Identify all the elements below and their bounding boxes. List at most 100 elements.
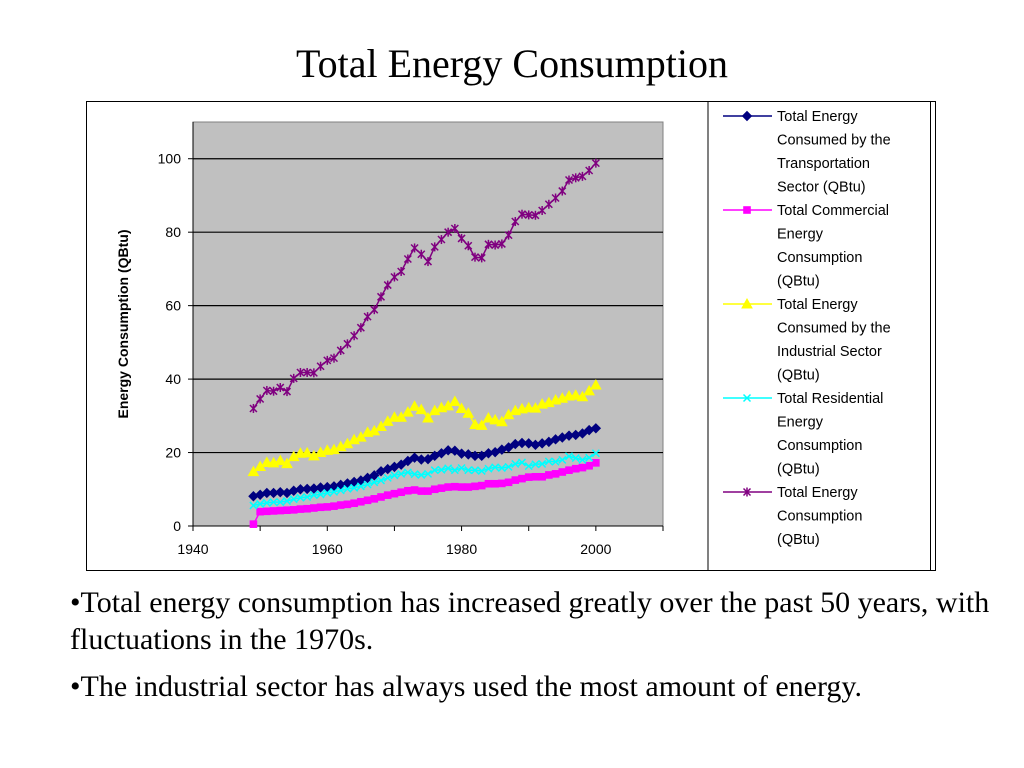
data-point	[517, 458, 527, 467]
slide-title: Total Energy Consumption	[296, 41, 728, 86]
bullet-item: •Total energy consumption has increased …	[70, 586, 990, 656]
y-tick-label: 20	[165, 445, 181, 461]
data-point-stroke	[551, 457, 560, 466]
data-point	[282, 496, 292, 506]
data-point	[370, 305, 379, 315]
data-point	[249, 501, 258, 510]
data-point	[538, 472, 546, 481]
legend-label: Total Energy Consumption (QBtu)	[777, 485, 862, 548]
data-point	[282, 387, 292, 397]
data-point	[741, 110, 753, 122]
data-point	[591, 158, 600, 168]
data-point	[309, 491, 318, 500]
data-point	[592, 459, 600, 467]
data-point-stroke	[282, 496, 292, 506]
data-point	[544, 199, 553, 209]
data-point-stroke	[316, 490, 325, 499]
data-point	[469, 450, 481, 462]
chart: 0 20 40 60 80 100 1940 1960 1980 2000 Total Energ…	[86, 101, 936, 571]
data-point	[437, 465, 446, 474]
data-point	[404, 486, 412, 495]
data-point	[383, 491, 392, 499]
data-point	[585, 461, 593, 470]
data-point	[571, 464, 580, 473]
series-line	[253, 452, 597, 507]
data-point-stroke	[397, 469, 406, 478]
data-point	[491, 240, 500, 250]
data-point-stroke	[356, 482, 365, 491]
data-point	[370, 495, 379, 503]
data-point	[585, 453, 594, 462]
legend-entry-1: Total Energy Consumed by the Transportatio…	[723, 109, 891, 196]
data-point	[576, 390, 589, 402]
data-point-stroke	[564, 452, 574, 461]
data-point	[289, 506, 298, 514]
data-point	[498, 479, 506, 488]
data-point	[469, 418, 481, 430]
data-point	[276, 506, 285, 515]
data-point	[743, 206, 751, 214]
data-point	[417, 249, 426, 259]
data-point	[430, 466, 439, 475]
data-point	[571, 173, 580, 183]
data-point	[376, 292, 386, 302]
data-point	[504, 230, 513, 240]
data-point	[363, 480, 372, 489]
data-point	[442, 445, 454, 456]
data-point	[545, 471, 553, 479]
data-point	[489, 413, 501, 425]
y-tick-label: 80	[165, 224, 181, 240]
data-point	[316, 503, 325, 512]
data-point-stroke	[309, 491, 318, 500]
data-point-stroke	[249, 501, 258, 510]
data-point	[578, 455, 587, 464]
data-point	[301, 446, 313, 458]
data-point	[289, 495, 298, 504]
data-point-stroke	[497, 463, 506, 473]
data-point-stroke	[544, 457, 553, 466]
data-point-stroke	[742, 393, 752, 403]
data-point	[564, 452, 574, 461]
data-point	[571, 454, 580, 463]
data-point	[591, 449, 600, 458]
data-point-stroke	[276, 498, 285, 507]
data-point-stroke	[450, 466, 459, 475]
data-point	[408, 400, 421, 411]
data-point	[491, 479, 499, 488]
data-point	[450, 466, 459, 475]
y-axis-label: Energy Consumption (QBtu)	[115, 230, 131, 419]
data-point	[477, 466, 486, 475]
data-point-stroke	[336, 486, 345, 495]
legend-entry-3: Total Energy Consumed by the Industrial Se…	[723, 297, 891, 384]
data-point	[289, 373, 298, 383]
y-tick-label: 0	[173, 518, 181, 534]
data-point-stroke	[464, 466, 473, 475]
data-point	[450, 224, 459, 234]
data-point	[444, 483, 452, 491]
data-point-stroke	[571, 454, 580, 463]
data-point	[531, 460, 540, 469]
data-point-stroke	[538, 459, 547, 468]
data-point	[383, 473, 392, 482]
data-point	[269, 386, 278, 396]
data-point-stroke	[444, 464, 453, 473]
data-point	[444, 464, 453, 473]
data-point	[551, 470, 560, 478]
series-1	[248, 423, 602, 502]
data-point-stroke	[430, 466, 439, 475]
x-tick-label: 1940	[177, 541, 208, 557]
legend-label: Total Commercial Energy Consumption (QBtu)	[777, 203, 889, 290]
data-point-stroke	[531, 460, 540, 469]
data-point	[484, 479, 493, 488]
data-point	[482, 411, 495, 423]
data-point	[558, 186, 567, 196]
data-point-stroke	[323, 488, 332, 497]
data-point-stroke	[585, 453, 594, 462]
data-point-stroke	[417, 470, 426, 479]
data-point	[356, 323, 365, 333]
data-point	[247, 465, 260, 477]
data-point	[470, 252, 480, 262]
data-point-stroke	[457, 463, 466, 473]
data-point	[356, 482, 365, 491]
data-point	[296, 367, 305, 377]
